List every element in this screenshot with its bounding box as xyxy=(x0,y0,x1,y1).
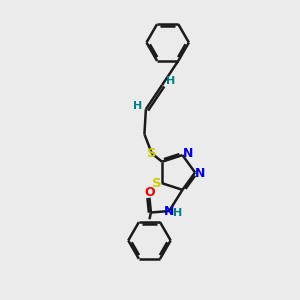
Text: N: N xyxy=(182,147,193,160)
Text: O: O xyxy=(144,186,155,199)
Text: H: H xyxy=(133,101,142,111)
Text: N: N xyxy=(195,167,206,181)
Text: H: H xyxy=(166,76,175,86)
Text: H: H xyxy=(173,208,182,218)
Text: S: S xyxy=(152,177,161,190)
Text: S: S xyxy=(147,147,157,160)
Text: N: N xyxy=(164,205,174,218)
